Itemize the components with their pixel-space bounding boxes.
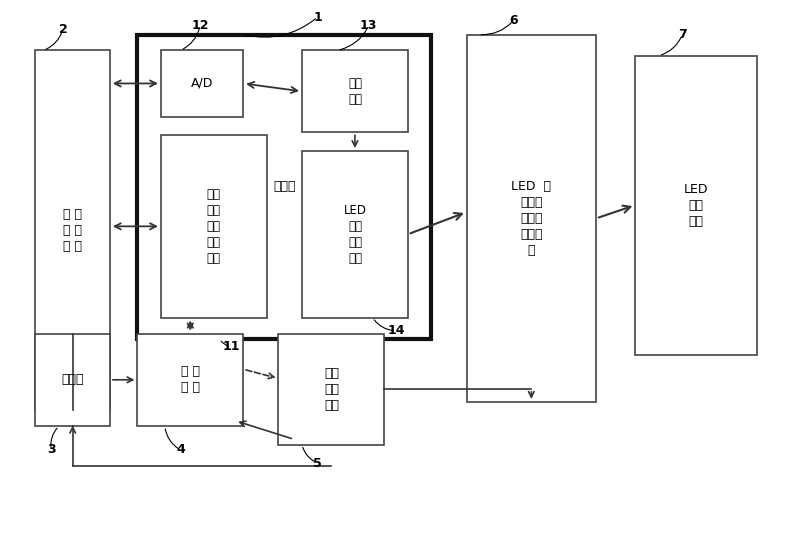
Bar — [161, 135, 266, 318]
Text: 5: 5 — [314, 457, 322, 470]
Bar — [35, 334, 110, 426]
Text: 14: 14 — [387, 325, 405, 338]
Text: LED
高度
调节
控制: LED 高度 调节 控制 — [343, 204, 366, 265]
Bar — [138, 334, 243, 426]
Text: 13: 13 — [360, 19, 378, 32]
Text: 滤波器: 滤波器 — [62, 373, 84, 386]
Text: 光强
检测: 光强 检测 — [348, 77, 362, 106]
Text: 7: 7 — [678, 28, 686, 41]
Bar — [35, 50, 110, 410]
Bar — [278, 334, 384, 444]
Text: A/D: A/D — [191, 77, 214, 90]
Bar — [635, 56, 757, 355]
Text: LED
串联
组件: LED 串联 组件 — [684, 183, 708, 228]
Text: 太阳
能电
池控
制及
保护: 太阳 能电 池控 制及 保护 — [206, 188, 221, 265]
Text: 1: 1 — [314, 11, 322, 24]
Bar — [466, 35, 596, 402]
Text: 控制器: 控制器 — [273, 180, 296, 193]
Text: 蓄 电
池 组: 蓄 电 池 组 — [181, 365, 200, 394]
Text: 6: 6 — [510, 14, 518, 26]
Text: 11: 11 — [222, 340, 240, 353]
Bar — [302, 50, 408, 132]
Text: LED  恒
流驱动
及亮度
调节电
路: LED 恒 流驱动 及亮度 调节电 路 — [511, 180, 551, 257]
Text: 光 伏
电 池
组 件: 光 伏 电 池 组 件 — [63, 208, 82, 253]
Text: 12: 12 — [191, 19, 209, 32]
Text: 电源
选择
电路: 电源 选择 电路 — [324, 367, 339, 411]
Text: 2: 2 — [58, 23, 67, 36]
Bar — [138, 35, 431, 339]
Bar — [302, 151, 408, 318]
Text: 3: 3 — [47, 443, 55, 456]
Bar — [161, 50, 243, 117]
Text: 4: 4 — [176, 443, 185, 456]
